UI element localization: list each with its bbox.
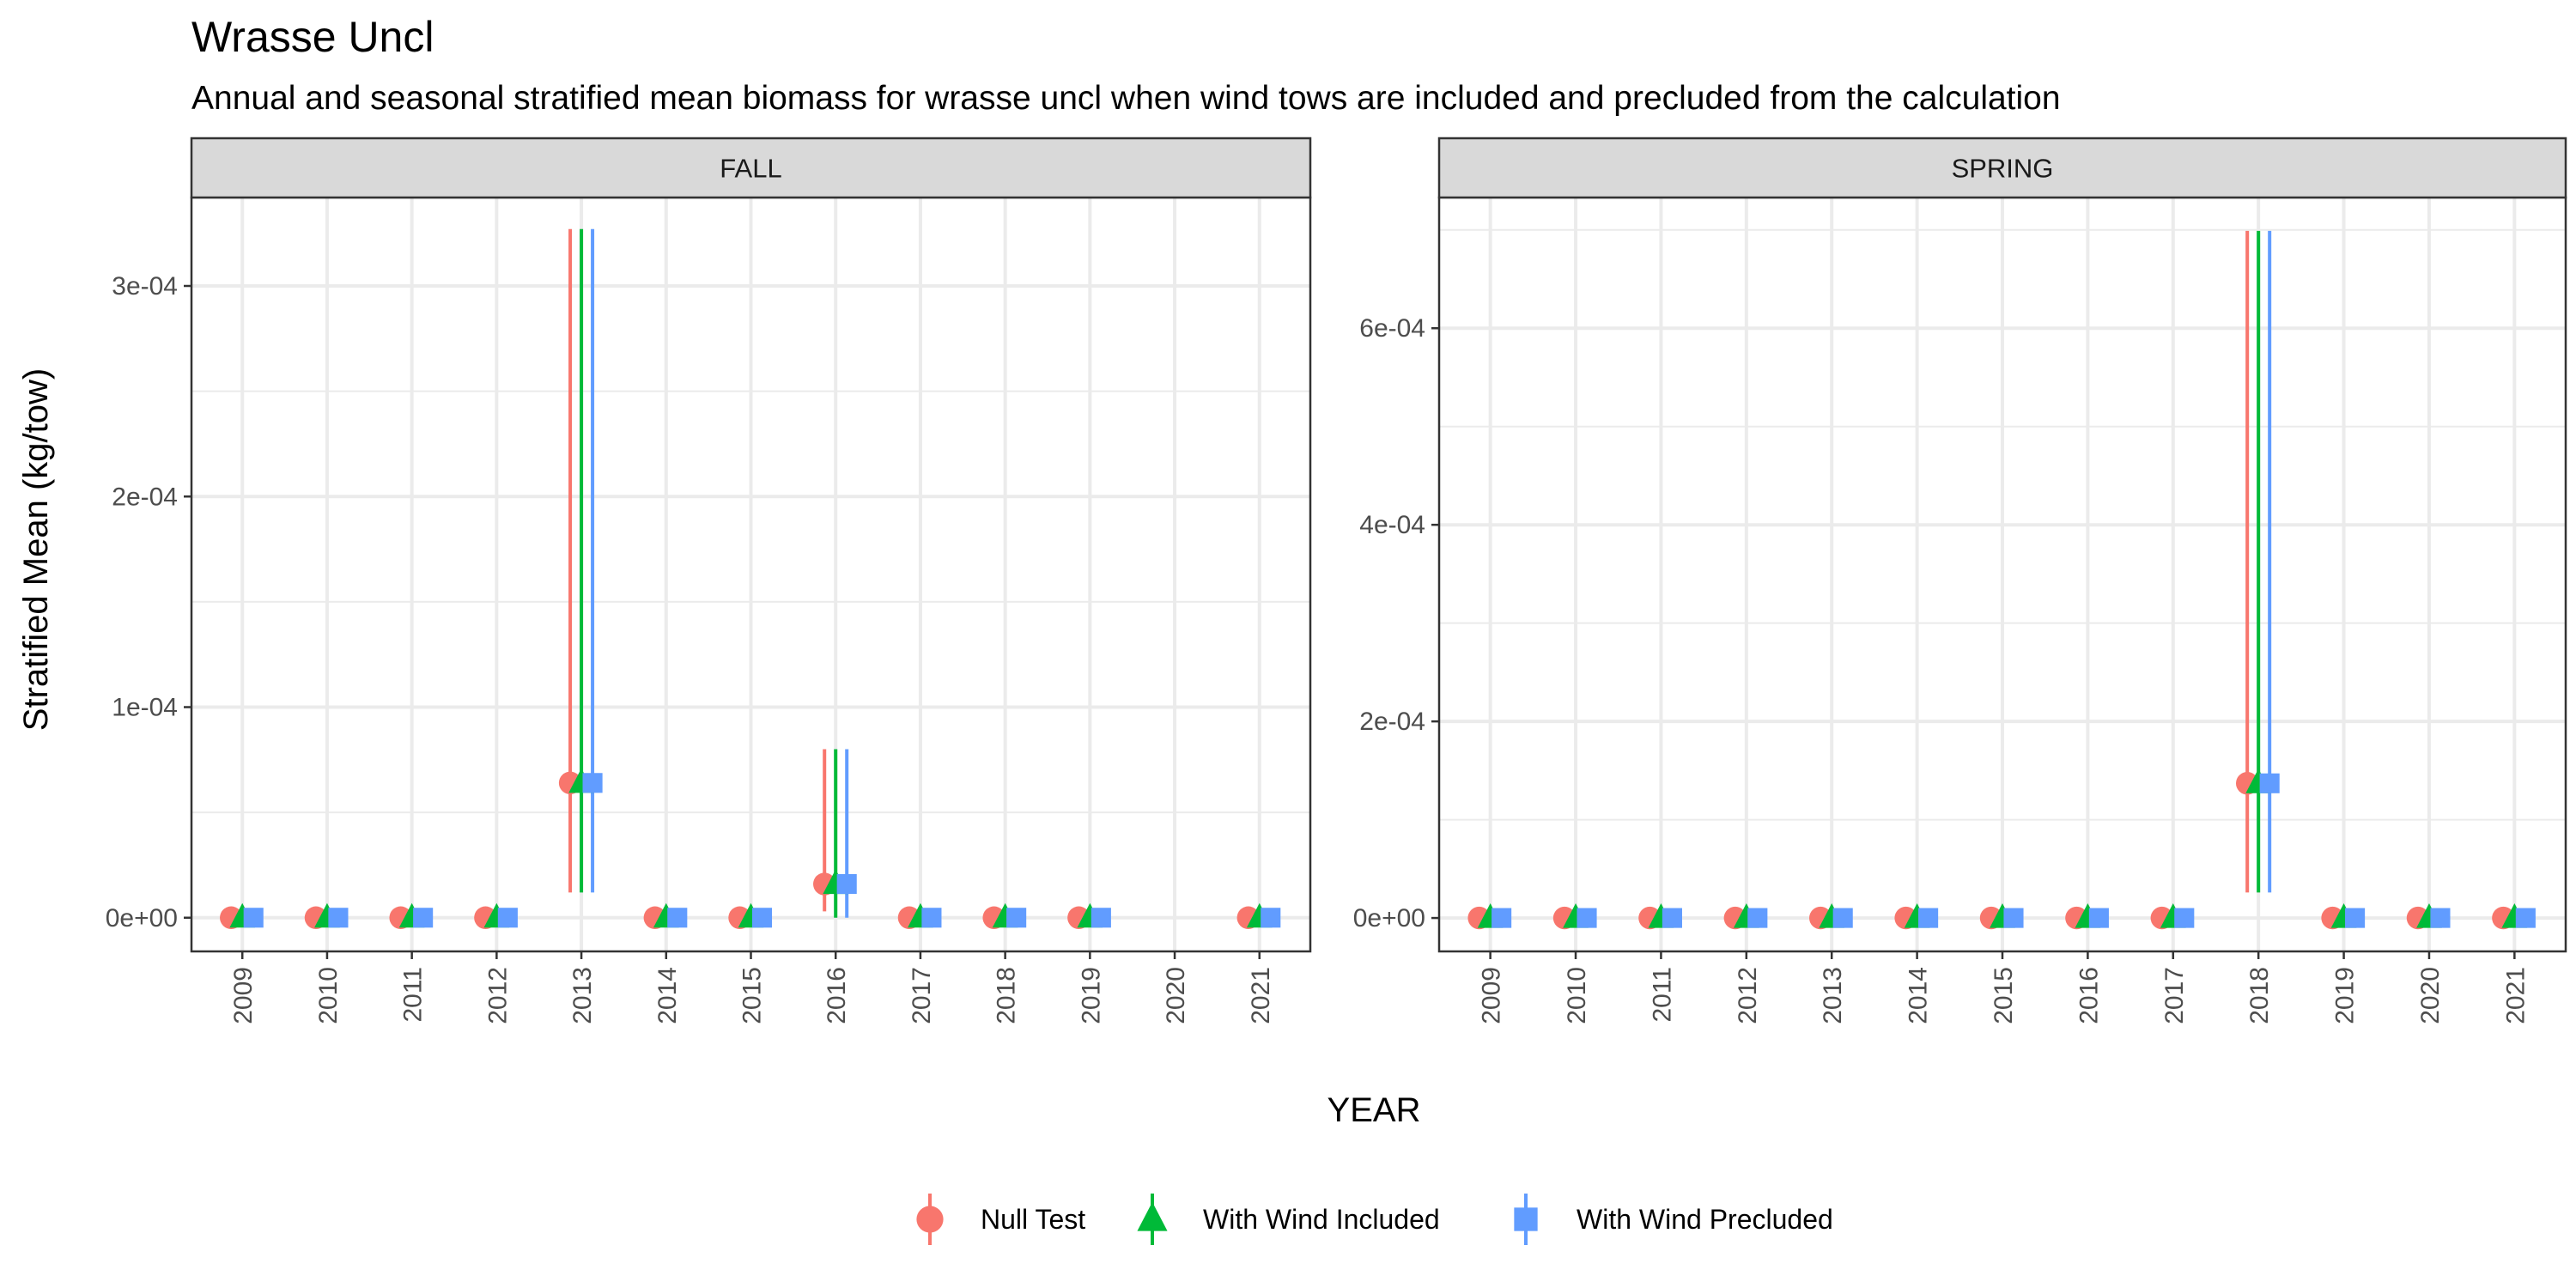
data-point — [751, 908, 773, 928]
data-point — [497, 908, 518, 928]
data-point — [2088, 908, 2109, 928]
x-tick-label: 2013 — [568, 967, 597, 1024]
x-tick-label: 2016 — [823, 967, 851, 1024]
x-axis-title: YEAR — [1327, 1091, 1421, 1129]
x-tick-label: 2011 — [399, 967, 428, 1023]
data-point — [1006, 908, 1027, 928]
x-tick-label: 2019 — [1077, 967, 1105, 1024]
legend-item-with-wind-precluded: With Wind Precluded — [1514, 1194, 1833, 1245]
y-tick-label: 2e-04 — [1359, 708, 1425, 736]
markers-with-wind-precluded — [1492, 773, 2536, 928]
y-tick-label: 0e+00 — [106, 904, 178, 933]
x-tick-label: 2010 — [314, 967, 343, 1024]
legend-key-marker — [916, 1206, 944, 1233]
data-point — [2430, 908, 2451, 928]
legend: Null Test With Wind Included With Wind Pre… — [916, 1194, 1833, 1245]
x-tick-label: 2012 — [1734, 967, 1762, 1024]
x-tick-label: 2016 — [2075, 967, 2103, 1024]
chart-subtitle: Annual and seasonal stratified mean biom… — [191, 80, 2061, 117]
y-tick-label: 3e-04 — [112, 272, 178, 301]
legend-item-with-wind-included: With Wind Included — [1137, 1194, 1440, 1245]
panel-spring: SPRING 0e+00 2e-04 4e-04 6e-04 2009 2010 2011 20… — [1353, 137, 2567, 1024]
legend-item-null-test: Null Test — [916, 1194, 1085, 1245]
y-tick-label: 6e-04 — [1359, 314, 1425, 343]
chart-title: Wrasse Uncl — [191, 13, 434, 61]
strip-label: FALL — [720, 154, 781, 184]
x-tick-label: 2014 — [653, 967, 682, 1024]
x-tick-label: 2018 — [993, 967, 1021, 1024]
y-tick-label: 0e+00 — [1353, 904, 1425, 933]
x-tick-label: 2013 — [1819, 967, 1847, 1024]
data-point — [836, 873, 857, 895]
data-point — [1832, 908, 1853, 928]
x-tick-label: 2012 — [483, 967, 512, 1024]
legend-label: Null Test — [981, 1204, 1085, 1235]
data-point — [243, 908, 264, 928]
data-point — [2259, 773, 2280, 793]
x-tick-label: 2021 — [1247, 967, 1275, 1024]
data-point — [1747, 908, 1768, 928]
strip-background — [1437, 137, 2567, 199]
y-axis-title: Stratified Mean (kg/tow) — [17, 368, 55, 731]
x-tick-label: 2009 — [229, 967, 258, 1024]
data-point — [1091, 908, 1111, 928]
x-tick-label: 2017 — [908, 967, 936, 1024]
legend-label: With Wind Included — [1203, 1204, 1440, 1235]
x-tick-label: 2015 — [1990, 967, 2018, 1024]
y-tick-label: 1e-04 — [112, 694, 178, 722]
x-tick-label: 2018 — [2245, 967, 2274, 1024]
legend-key-marker — [1514, 1207, 1538, 1231]
x-tick-label: 2009 — [1478, 967, 1506, 1024]
strip-label: SPRING — [1952, 154, 2054, 184]
data-point — [1918, 908, 1939, 928]
legend-key-marker — [1137, 1201, 1168, 1231]
data-point — [1662, 908, 1682, 928]
x-tick-label: 2014 — [1905, 967, 1933, 1024]
markers-with-wind-precluded — [243, 773, 1281, 928]
x-tick-label: 2019 — [2331, 967, 2360, 1024]
x-tick-label: 2015 — [738, 967, 767, 1024]
data-point — [667, 908, 688, 928]
x-tick-label: 2017 — [2160, 967, 2189, 1024]
data-point — [2003, 908, 2024, 928]
y-tick-label: 2e-04 — [112, 483, 178, 511]
x-tick-label: 2020 — [2416, 967, 2445, 1024]
legend-label: With Wind Precluded — [1577, 1204, 1833, 1235]
strip-background — [190, 137, 1312, 199]
data-point — [2515, 908, 2536, 928]
data-point — [1577, 908, 1597, 928]
data-point — [413, 908, 434, 928]
panel-fall: FALL 0e+00 1e-04 2e-04 3e-04 2009 2010 2011 2012… — [106, 137, 1312, 1024]
chart-panels: FALL 0e+00 1e-04 2e-04 3e-04 2009 2010 2011 2012… — [106, 137, 2567, 1024]
data-point — [2174, 908, 2195, 928]
data-point — [328, 908, 349, 928]
data-point — [582, 773, 603, 793]
y-tick-label: 4e-04 — [1359, 511, 1425, 539]
data-point — [1261, 908, 1281, 928]
data-point — [1492, 908, 1512, 928]
x-tick-label: 2021 — [2501, 967, 2530, 1024]
x-tick-label: 2020 — [1162, 967, 1190, 1024]
data-point — [2345, 908, 2366, 928]
data-point — [921, 908, 942, 928]
x-tick-label: 2010 — [1563, 967, 1591, 1024]
x-tick-label: 2011 — [1648, 967, 1676, 1023]
